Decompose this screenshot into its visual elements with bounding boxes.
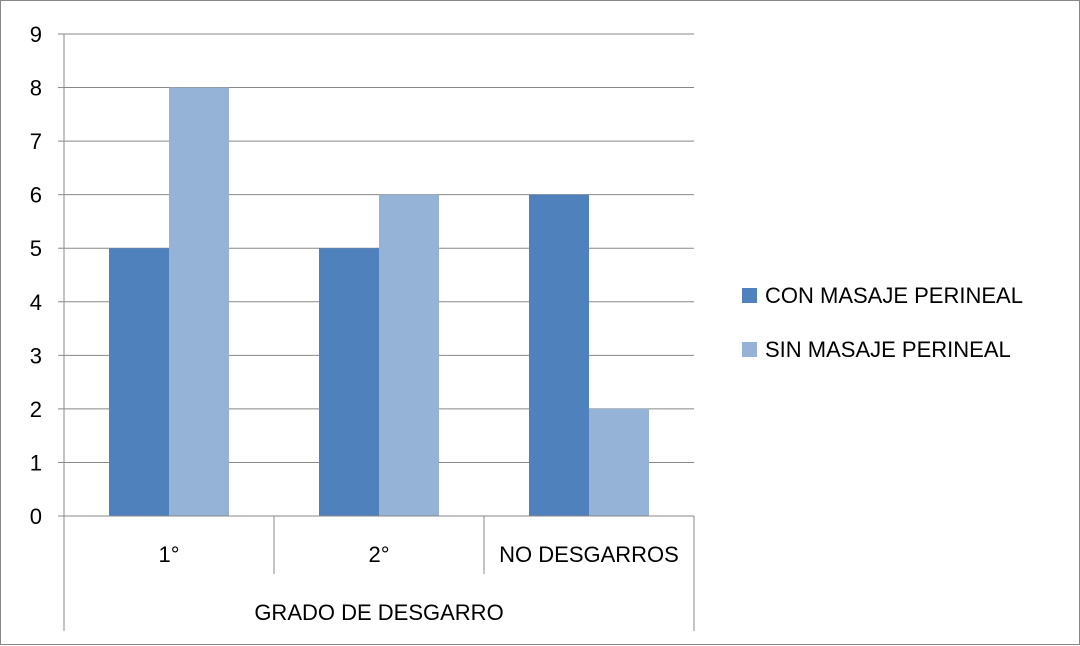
bar-sin-masaje-0 (169, 87, 229, 517)
category-label: 1° (158, 542, 179, 567)
bar-con-masaje-2 (529, 194, 589, 516)
y-axis-tick-labels: 0 1 2 3 4 5 6 7 8 9 (30, 22, 42, 529)
axes (63, 34, 695, 631)
y-tick-label: 6 (30, 183, 42, 208)
bar-con-masaje-0 (109, 248, 169, 516)
legend-swatch-con (742, 288, 757, 303)
bar-con-masaje-1 (319, 248, 379, 516)
legend-label-sin: SIN MASAJE PERINEAL (765, 337, 1011, 362)
x-axis-title: GRADO DE DESGARRO (254, 600, 503, 625)
y-tick-label: 8 (30, 76, 42, 101)
legend-swatch-sin (742, 342, 757, 357)
category-label: 2° (368, 542, 389, 567)
y-tick-label: 2 (30, 397, 42, 422)
y-tick-label: 7 (30, 129, 42, 154)
y-tick-label: 1 (30, 450, 42, 475)
y-tick-label: 9 (30, 22, 42, 47)
y-tick-label: 3 (30, 343, 42, 368)
y-tick-label: 5 (30, 236, 42, 261)
y-tick-label: 0 (30, 504, 42, 529)
legend: CON MASAJE PERINEAL SIN MASAJE PERINEAL (742, 283, 1023, 362)
legend-label-con: CON MASAJE PERINEAL (765, 283, 1023, 308)
y-tick-label: 4 (30, 290, 42, 315)
x-axis-category-labels: 1° 2° NO DESGARROS (158, 542, 678, 567)
category-label: NO DESGARROS (499, 542, 679, 567)
bars (109, 87, 649, 517)
bar-sin-masaje-1 (379, 194, 439, 516)
bar-sin-masaje-2 (589, 408, 649, 516)
